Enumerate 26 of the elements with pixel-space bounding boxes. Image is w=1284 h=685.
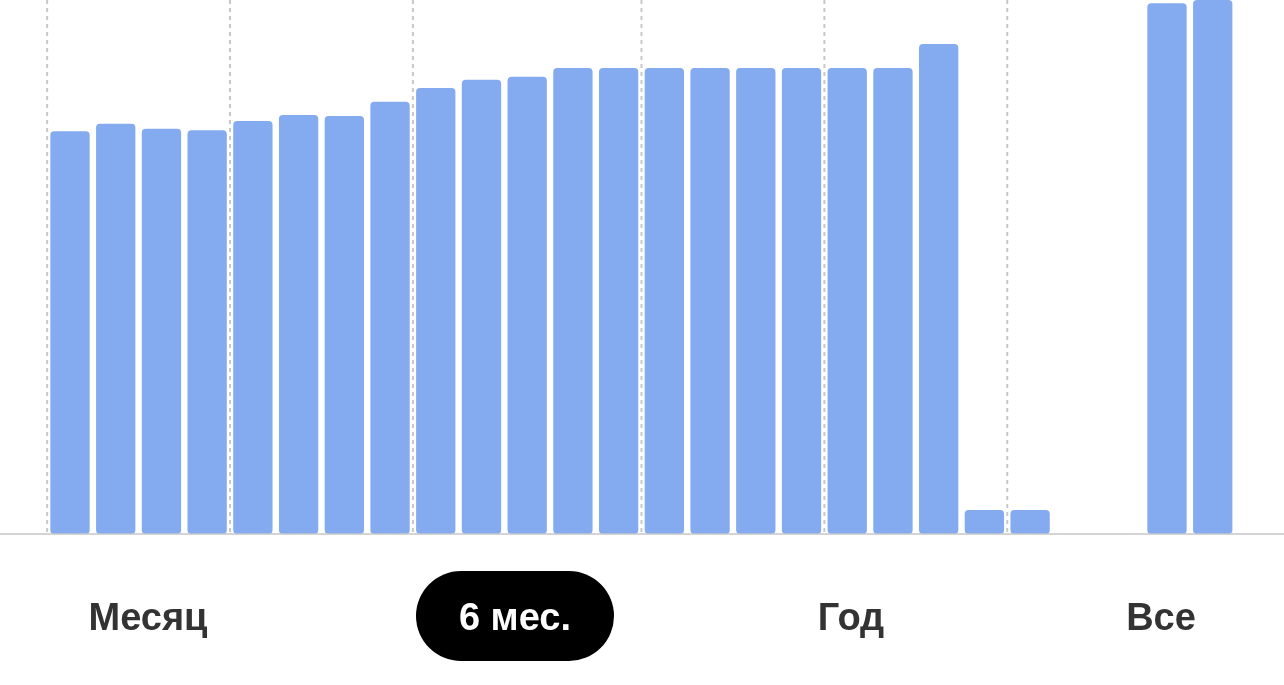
bar xyxy=(141,128,182,534)
bar xyxy=(233,120,273,534)
text: Все xyxy=(1126,596,1196,638)
bar xyxy=(461,79,502,534)
bar xyxy=(507,76,547,534)
bar xyxy=(736,68,776,534)
bar xyxy=(96,123,136,534)
bar xyxy=(781,68,822,534)
bar xyxy=(416,88,456,534)
bar xyxy=(324,116,364,534)
bar xyxy=(598,68,639,534)
bar xyxy=(1010,509,1050,534)
bar xyxy=(644,68,685,534)
text: Месяц xyxy=(88,596,209,638)
bar xyxy=(187,130,227,534)
bar xyxy=(827,68,867,534)
bar xyxy=(964,509,1005,534)
bar xyxy=(370,101,410,534)
bar xyxy=(690,68,730,534)
text: Год xyxy=(817,596,885,638)
bar xyxy=(50,131,90,534)
bar xyxy=(553,68,593,534)
text: 6 мес. xyxy=(458,596,572,638)
bar xyxy=(278,115,319,534)
bar xyxy=(919,44,959,534)
bar xyxy=(873,68,913,534)
